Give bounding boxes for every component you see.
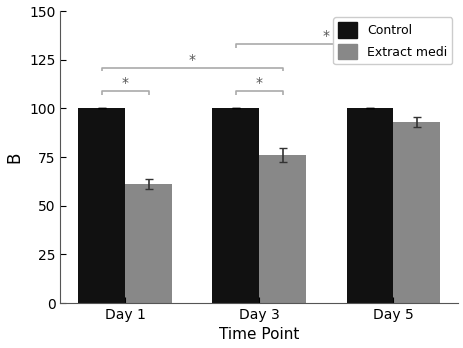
Text: *: * [322, 29, 329, 43]
Text: *: * [122, 76, 129, 90]
Text: *: * [255, 76, 263, 90]
Legend: Control, Extract medi: Control, Extract medi [332, 17, 451, 64]
Bar [212, 108, 259, 303]
Text: *: * [188, 53, 195, 66]
Y-axis label: B: B [6, 151, 24, 163]
Bar [78, 108, 125, 303]
Bar [125, 184, 172, 303]
Bar [346, 108, 393, 303]
Bar [259, 155, 306, 303]
X-axis label: Time Point: Time Point [219, 327, 299, 342]
Bar [393, 122, 439, 303]
